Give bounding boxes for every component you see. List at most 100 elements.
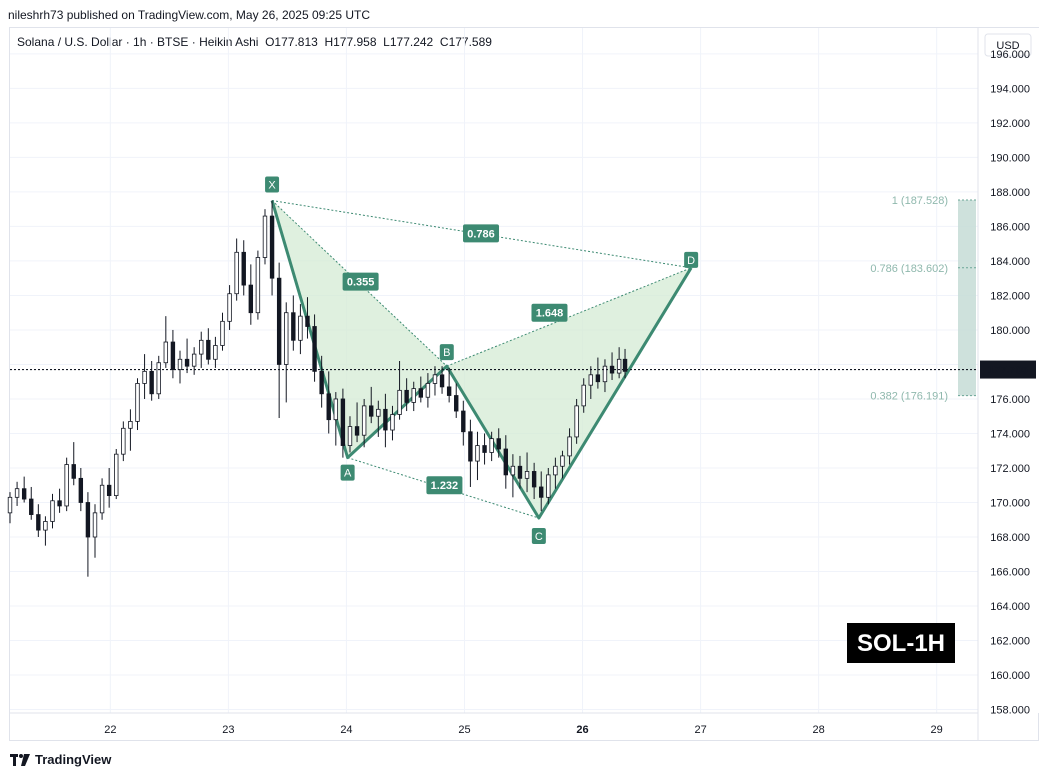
candle-body: [383, 408, 388, 431]
candle-body: [305, 315, 310, 327]
candle: [602, 359, 608, 393]
candle: [71, 442, 76, 486]
candle: [361, 398, 367, 448]
candle-body: [213, 345, 218, 360]
candle-body: [361, 405, 367, 436]
candle-body: [397, 389, 402, 415]
candle: [227, 285, 232, 330]
candle: [50, 493, 55, 529]
candle-body: [418, 388, 424, 398]
candle-body: [241, 251, 246, 286]
y-tick-label: 164.000: [990, 601, 1030, 613]
candle: [567, 428, 572, 465]
candle: [284, 302, 289, 403]
candle: [539, 471, 544, 512]
candle: [234, 238, 239, 301]
candle: [29, 486, 34, 520]
candle: [510, 454, 516, 498]
candle-body: [298, 315, 303, 341]
candle: [446, 367, 452, 403]
candle: [531, 462, 537, 500]
candle: [411, 381, 416, 412]
candle: [418, 376, 424, 403]
ratio-label: 1.232: [431, 480, 459, 492]
candle-body: [92, 512, 98, 538]
candle-body: [326, 393, 331, 421]
candle-body: [234, 251, 239, 295]
candle-body: [284, 312, 289, 365]
candle-body: [199, 339, 204, 355]
ratio-label-bg: [531, 303, 568, 322]
candle-body: [517, 465, 523, 479]
candle: [213, 336, 218, 368]
candle-body: [64, 464, 69, 507]
candle-body: [43, 521, 48, 531]
candle-body: [114, 453, 119, 496]
fib-level-label: 0.382 (176.191): [870, 391, 948, 403]
candle: [581, 378, 586, 413]
price-axis: USD 158.000 160.000 162.000 164.000 166.000 16…: [977, 28, 1039, 741]
candle-body: [510, 465, 516, 476]
candle-body: [503, 448, 509, 476]
candle-body: [468, 431, 473, 462]
candle-body: [475, 445, 480, 462]
candle: [220, 312, 225, 351]
candle-body: [135, 383, 140, 422]
candle-body: [581, 384, 586, 407]
candle-body: [616, 358, 622, 374]
y-tick-label: 186.000: [990, 221, 1030, 233]
candle: [255, 250, 261, 320]
logo-text: TradingView: [35, 752, 112, 767]
point-label-bg: [531, 528, 546, 545]
candle-body: [574, 405, 579, 438]
y-tick-label: 190.000: [990, 152, 1030, 164]
publisher-line: nileshrh73 published on TradingView.com,…: [8, 8, 370, 22]
point-label-D: D: [687, 255, 695, 267]
candle: [106, 467, 112, 508]
ratio-label: 0.786: [467, 228, 495, 240]
candle-body: [142, 370, 147, 384]
candle-body: [29, 498, 34, 515]
candle: [326, 371, 331, 434]
candle: [588, 366, 593, 399]
candle-body: [560, 455, 565, 467]
y-tick-label: 188.000: [990, 187, 1030, 199]
candle: [149, 361, 154, 401]
tradingview-logo[interactable]: TradingView: [10, 752, 111, 767]
candle: [99, 478, 105, 520]
candle-body: [57, 500, 62, 507]
candle-body: [553, 465, 558, 476]
candle: [312, 314, 317, 382]
candle-body: [163, 341, 169, 364]
candle: [616, 347, 622, 379]
point-label-A: A: [344, 468, 352, 480]
candle: [574, 398, 579, 444]
point-label-bg: [439, 344, 454, 361]
candle-body: [411, 388, 416, 403]
candle: [404, 378, 409, 412]
candle-body: [291, 312, 296, 341]
candle: [390, 405, 395, 441]
x-tick-label: 22: [104, 724, 116, 736]
candle: [340, 388, 346, 458]
candle: [241, 240, 246, 296]
candle: [262, 209, 268, 265]
point-label-B: B: [443, 347, 450, 359]
x-tick-label: 25: [458, 724, 470, 736]
candle-body: [85, 502, 91, 538]
candle-body: [149, 370, 154, 395]
candle-body: [106, 484, 112, 496]
candle: [191, 347, 197, 375]
candle-body: [369, 405, 374, 417]
candle-body: [227, 293, 232, 322]
candle: [248, 264, 254, 325]
candle: [177, 350, 183, 384]
candle-body: [432, 374, 438, 384]
x-tick-label: 29: [931, 724, 943, 736]
candle: [36, 504, 41, 538]
last-price-label: 177.705: [988, 365, 1028, 377]
time-axis: 22 23 24 25 26 27 28 29: [10, 712, 978, 736]
fib-zone-box: [958, 200, 976, 396]
candle-body: [50, 500, 55, 522]
